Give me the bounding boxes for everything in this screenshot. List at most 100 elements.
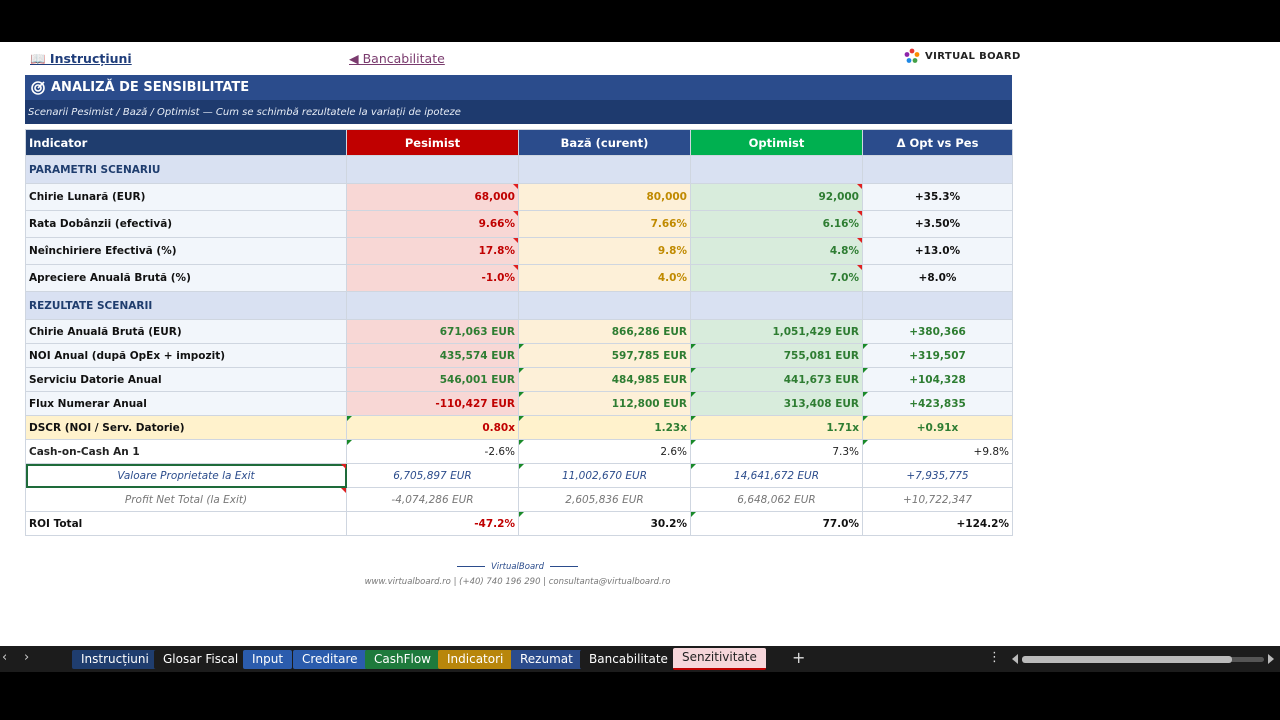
- row-label[interactable]: NOI Anual (după OpEx + impozit): [25, 343, 347, 368]
- cell-optimist[interactable]: 77.0%: [690, 511, 863, 536]
- cell-optimist[interactable]: 92,000: [690, 183, 863, 211]
- cell-pesimist[interactable]: 671,063 EUR: [346, 319, 519, 344]
- cell-pesimist[interactable]: 546,001 EUR: [346, 367, 519, 392]
- tab-rezumat[interactable]: Rezumat: [511, 650, 582, 669]
- cell-pesimist[interactable]: -2.6%: [346, 439, 519, 464]
- row-label[interactable]: Cash-on-Cash An 1: [25, 439, 347, 464]
- cell-pesimist[interactable]: -1.0%: [346, 264, 519, 292]
- section-cell[interactable]: [690, 291, 863, 320]
- cell-delta[interactable]: +3.50%: [862, 210, 1013, 238]
- cell-baza[interactable]: 484,985 EUR: [518, 367, 691, 392]
- cell-baza[interactable]: 7.66%: [518, 210, 691, 238]
- row-label-selected-cell[interactable]: Valoare Proprietate la Exit: [25, 463, 347, 488]
- add-sheet-icon[interactable]: +: [792, 648, 806, 667]
- cell-delta[interactable]: +319,507: [862, 343, 1013, 368]
- section-cell[interactable]: [518, 155, 691, 184]
- cell-optimist[interactable]: 6.16%: [690, 210, 863, 238]
- horizontal-scrollbar[interactable]: [1012, 654, 1274, 664]
- section-cell[interactable]: [518, 291, 691, 320]
- cell-pesimist[interactable]: 17.8%: [346, 237, 519, 265]
- tab-senzitivitate-active[interactable]: Senzitivitate: [673, 648, 766, 670]
- tab-bancabilitate[interactable]: Bancabilitate: [580, 650, 677, 669]
- cell-baza[interactable]: 112,800 EUR: [518, 391, 691, 416]
- row-label[interactable]: Neînchiriere Efectivă (%): [25, 237, 347, 265]
- row-label[interactable]: DSCR (NOI / Serv. Datorie): [25, 415, 347, 440]
- cell-optimist[interactable]: 4.8%: [690, 237, 863, 265]
- cell-pesimist[interactable]: 68,000: [346, 183, 519, 211]
- cell-optimist[interactable]: 7.3%: [690, 439, 863, 464]
- cell-pesimist[interactable]: 435,574 EUR: [346, 343, 519, 368]
- cell-delta[interactable]: +124.2%: [862, 511, 1013, 536]
- more-options-icon[interactable]: ⋮: [988, 650, 1001, 665]
- cell-optimist[interactable]: 1.71x: [690, 415, 863, 440]
- scrollbar-thumb[interactable]: [1022, 656, 1232, 663]
- section-cell[interactable]: [690, 155, 863, 184]
- section-title-rezultate[interactable]: REZULTATE SCENARII: [25, 291, 347, 320]
- cell-pesimist[interactable]: -4,074,286 EUR: [346, 487, 519, 512]
- section-cell[interactable]: [346, 155, 519, 184]
- row-label[interactable]: Chirie Lunară (EUR): [25, 183, 347, 211]
- cell-baza[interactable]: 11,002,670 EUR: [518, 463, 691, 488]
- tab-glosar-fiscal[interactable]: Glosar Fiscal: [154, 650, 248, 669]
- cell-pesimist[interactable]: 9.66%: [346, 210, 519, 238]
- cell-delta[interactable]: +0.91x: [862, 415, 1013, 440]
- cell-optimist[interactable]: 14,641,672 EUR: [690, 463, 863, 488]
- header-delta[interactable]: Δ Opt vs Pes: [862, 129, 1013, 156]
- instructiuni-link[interactable]: 📖 Instrucțiuni: [30, 51, 132, 66]
- cell-delta[interactable]: +9.8%: [862, 439, 1013, 464]
- chevron-left-icon[interactable]: ‹: [2, 650, 8, 665]
- row-label[interactable]: Rata Dobânzii (efectivă): [25, 210, 347, 238]
- cell-baza[interactable]: 597,785 EUR: [518, 343, 691, 368]
- cell-baza[interactable]: 80,000: [518, 183, 691, 211]
- cell-baza[interactable]: 866,286 EUR: [518, 319, 691, 344]
- cell-optimist[interactable]: 6,648,062 EUR: [690, 487, 863, 512]
- header-optimist[interactable]: Optimist: [690, 129, 863, 156]
- cell-delta[interactable]: +380,366: [862, 319, 1013, 344]
- header-baza[interactable]: Bază (curent): [518, 129, 691, 156]
- row-label[interactable]: Chirie Anuală Brută (EUR): [25, 319, 347, 344]
- cell-delta[interactable]: +8.0%: [862, 264, 1013, 292]
- cell-delta[interactable]: +104,328: [862, 367, 1013, 392]
- row-label[interactable]: Apreciere Anuală Brută (%): [25, 264, 347, 292]
- row-label[interactable]: ROI Total: [25, 511, 347, 536]
- header-pesimist[interactable]: Pesimist: [346, 129, 519, 156]
- cell-pesimist[interactable]: 0.80x: [346, 415, 519, 440]
- section-cell[interactable]: [346, 291, 519, 320]
- cell-optimist[interactable]: 1,051,429 EUR: [690, 319, 863, 344]
- cell-baza[interactable]: 30.2%: [518, 511, 691, 536]
- cell-delta[interactable]: +10,722,347: [862, 487, 1013, 512]
- row-label[interactable]: Serviciu Datorie Anual: [25, 367, 347, 392]
- tab-creditare[interactable]: Creditare: [293, 650, 367, 669]
- section-title-parametri[interactable]: PARAMETRI SCENARIU: [25, 155, 347, 184]
- cell-optimist[interactable]: 313,408 EUR: [690, 391, 863, 416]
- cell-optimist[interactable]: 441,673 EUR: [690, 367, 863, 392]
- cell-baza[interactable]: 2,605,836 EUR: [518, 487, 691, 512]
- bancabilitate-link[interactable]: ◀ Bancabilitate: [349, 51, 445, 66]
- cell-baza[interactable]: 4.0%: [518, 264, 691, 292]
- scroll-left-icon[interactable]: [1012, 654, 1018, 664]
- footer-contact: www.virtualboard.ro | (+40) 740 196 290 …: [364, 577, 671, 587]
- section-cell[interactable]: [862, 155, 1013, 184]
- tab-indicatori[interactable]: Indicatori: [438, 650, 513, 669]
- cell-optimist[interactable]: 7.0%: [690, 264, 863, 292]
- cell-pesimist[interactable]: -47.2%: [346, 511, 519, 536]
- cell-baza[interactable]: 2.6%: [518, 439, 691, 464]
- cell-pesimist[interactable]: 6,705,897 EUR: [346, 463, 519, 488]
- tab-input[interactable]: Input: [243, 650, 293, 669]
- cell-baza[interactable]: 9.8%: [518, 237, 691, 265]
- cell-delta[interactable]: +423,835: [862, 391, 1013, 416]
- tab-instructiuni[interactable]: Instrucțiuni: [72, 650, 158, 669]
- section-cell[interactable]: [862, 291, 1013, 320]
- chevron-right-icon[interactable]: ›: [24, 650, 30, 665]
- cell-delta[interactable]: +13.0%: [862, 237, 1013, 265]
- tab-cashflow[interactable]: CashFlow: [365, 650, 440, 669]
- row-label[interactable]: Flux Numerar Anual: [25, 391, 347, 416]
- cell-delta[interactable]: +35.3%: [862, 183, 1013, 211]
- header-indicator[interactable]: Indicator: [25, 129, 347, 156]
- scroll-right-icon[interactable]: [1268, 654, 1274, 664]
- cell-pesimist[interactable]: -110,427 EUR: [346, 391, 519, 416]
- cell-delta[interactable]: +7,935,775: [862, 463, 1013, 488]
- row-label[interactable]: Profit Net Total (la Exit): [25, 487, 347, 512]
- cell-baza[interactable]: 1.23x: [518, 415, 691, 440]
- cell-optimist[interactable]: 755,081 EUR: [690, 343, 863, 368]
